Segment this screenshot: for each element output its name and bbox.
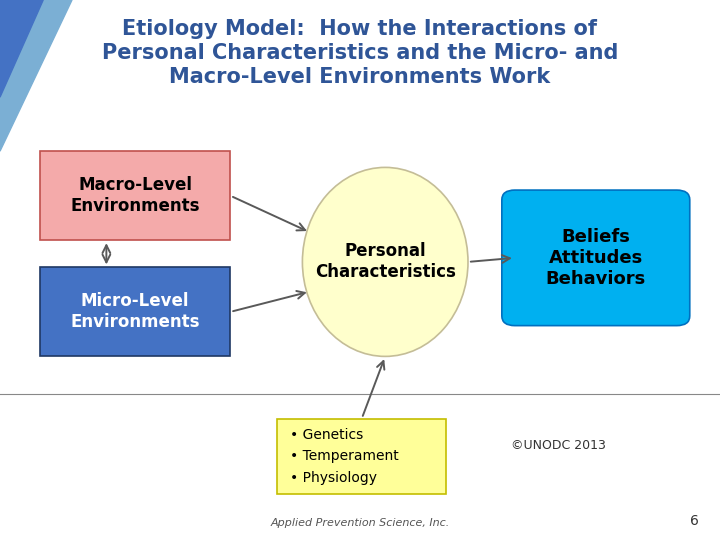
- Text: Macro-Level
Environments: Macro-Level Environments: [71, 177, 199, 215]
- FancyBboxPatch shape: [502, 190, 690, 326]
- Text: Personal
Characteristics: Personal Characteristics: [315, 242, 456, 281]
- Text: Micro-Level
Environments: Micro-Level Environments: [71, 293, 199, 331]
- Polygon shape: [0, 0, 43, 97]
- FancyBboxPatch shape: [277, 418, 446, 494]
- Text: • Genetics
• Temperament
• Physiology: • Genetics • Temperament • Physiology: [290, 428, 399, 485]
- Ellipse shape: [302, 167, 468, 356]
- Text: 6: 6: [690, 514, 698, 528]
- Text: Applied Prevention Science, Inc.: Applied Prevention Science, Inc.: [271, 518, 449, 528]
- Text: Etiology Model:  How the Interactions of
Personal Characteristics and the Micro-: Etiology Model: How the Interactions of …: [102, 19, 618, 87]
- Text: Beliefs
Attitudes
Behaviors: Beliefs Attitudes Behaviors: [546, 228, 646, 288]
- Polygon shape: [0, 0, 72, 151]
- Text: ©UNODC 2013: ©UNODC 2013: [511, 439, 606, 452]
- FancyBboxPatch shape: [40, 267, 230, 356]
- FancyBboxPatch shape: [40, 151, 230, 240]
